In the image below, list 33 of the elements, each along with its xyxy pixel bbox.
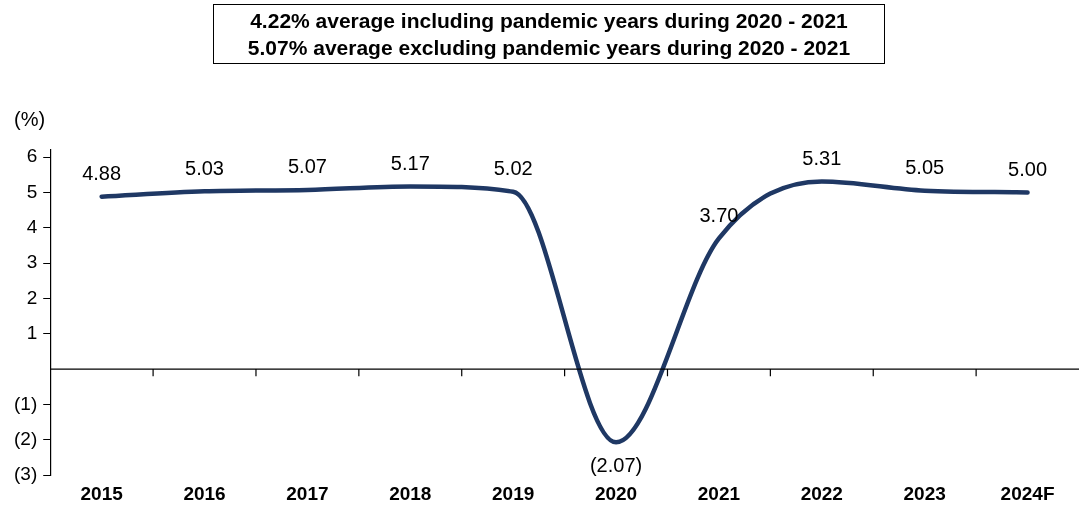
- text: (2.07): [589, 453, 643, 476]
- x-tick-label: 2016: [183, 482, 226, 504]
- y-tick-label: 5: [26, 180, 38, 202]
- line-series: [99, 179, 1030, 445]
- y-tick-label: 2: [26, 286, 38, 308]
- y-tick-label: 1: [26, 322, 38, 344]
- y-tick-label: 6: [26, 145, 38, 167]
- chart-subtitle: 5.07% average excluding pandemic years during 2020 - 2021: [246, 35, 852, 61]
- y-tick-label: (2): [13, 428, 38, 450]
- y-tick-label: (1): [13, 392, 38, 414]
- x-tick-label: 2022: [800, 482, 843, 504]
- text: 4.88: [82, 162, 122, 185]
- chart-title: 4.22% average including pandemic years during 2020 - 2021: [249, 8, 849, 34]
- y-tick-label: (3): [13, 463, 38, 485]
- text: 5.05: [905, 156, 945, 179]
- text: 5.03: [185, 156, 225, 179]
- x-tick-label: 2018: [389, 482, 432, 504]
- y-tick-label: 3: [26, 251, 38, 273]
- text: 5.17: [390, 151, 430, 174]
- x-tick-label: 2020: [594, 482, 638, 504]
- text: 5.07: [287, 155, 327, 178]
- x-tick-label: 2023: [903, 482, 946, 504]
- text: 5.31: [802, 146, 842, 169]
- x-tick-label: 2024F: [1000, 482, 1055, 504]
- y-axis-title: (%): [14, 107, 46, 130]
- x-tick-label: 2015: [80, 482, 124, 504]
- text: 3.70: [699, 203, 739, 226]
- y-tick-label: 4: [26, 216, 38, 237]
- x-tick-label: 2019: [492, 482, 535, 504]
- x-tick-label: 2021: [697, 482, 741, 504]
- x-tick-label: 2017: [286, 482, 329, 504]
- text: 5.00: [1008, 157, 1048, 180]
- text: 5.02: [493, 157, 533, 180]
